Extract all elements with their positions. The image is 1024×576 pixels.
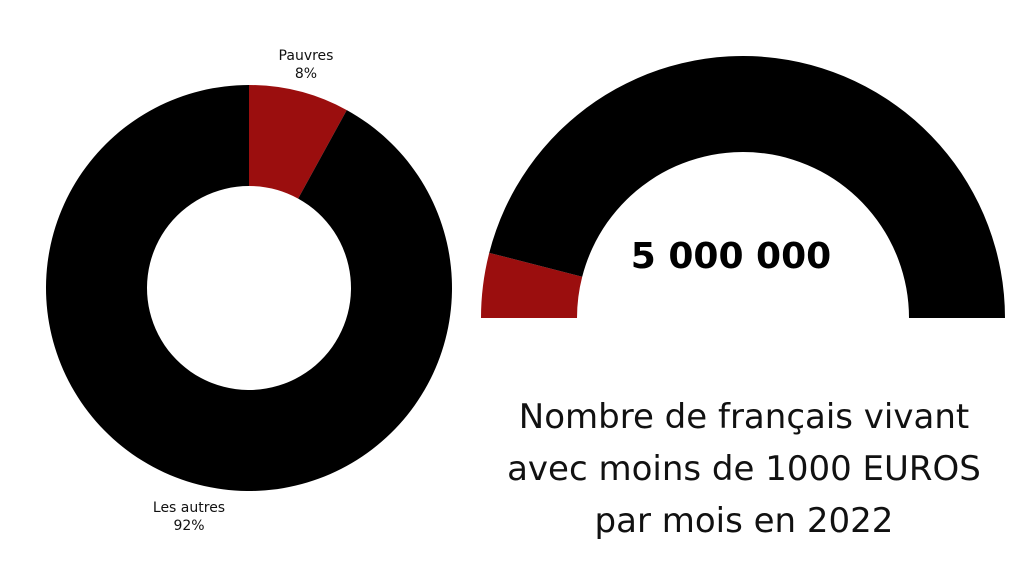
slice-label-pauvres: Pauvres — [279, 48, 334, 64]
caption: Nombre de français vivant avec moins de … — [507, 397, 981, 541]
slice-value-pauvres: 8% — [295, 66, 317, 82]
gauge-slice-red — [481, 252, 583, 318]
caption-line-1: Nombre de français vivant — [519, 397, 969, 437]
caption-line-3: par mois en 2022 — [595, 501, 894, 541]
caption-line-2: avec moins de 1000 EUROS — [507, 449, 981, 489]
gauge-slice-black — [489, 55, 1005, 319]
donut-slice-les-autres — [45, 85, 453, 492]
donut-slice-pauvres — [249, 85, 347, 199]
gauge-center-value: 5 000 000 — [631, 236, 831, 277]
donut-chart: Pauvres 8% Les autres 92% — [45, 48, 453, 534]
gauge-chart: 5 000 000 — [481, 55, 1005, 319]
slice-value-les-autres: 92% — [173, 518, 204, 534]
slice-label-les-autres: Les autres — [153, 500, 225, 516]
